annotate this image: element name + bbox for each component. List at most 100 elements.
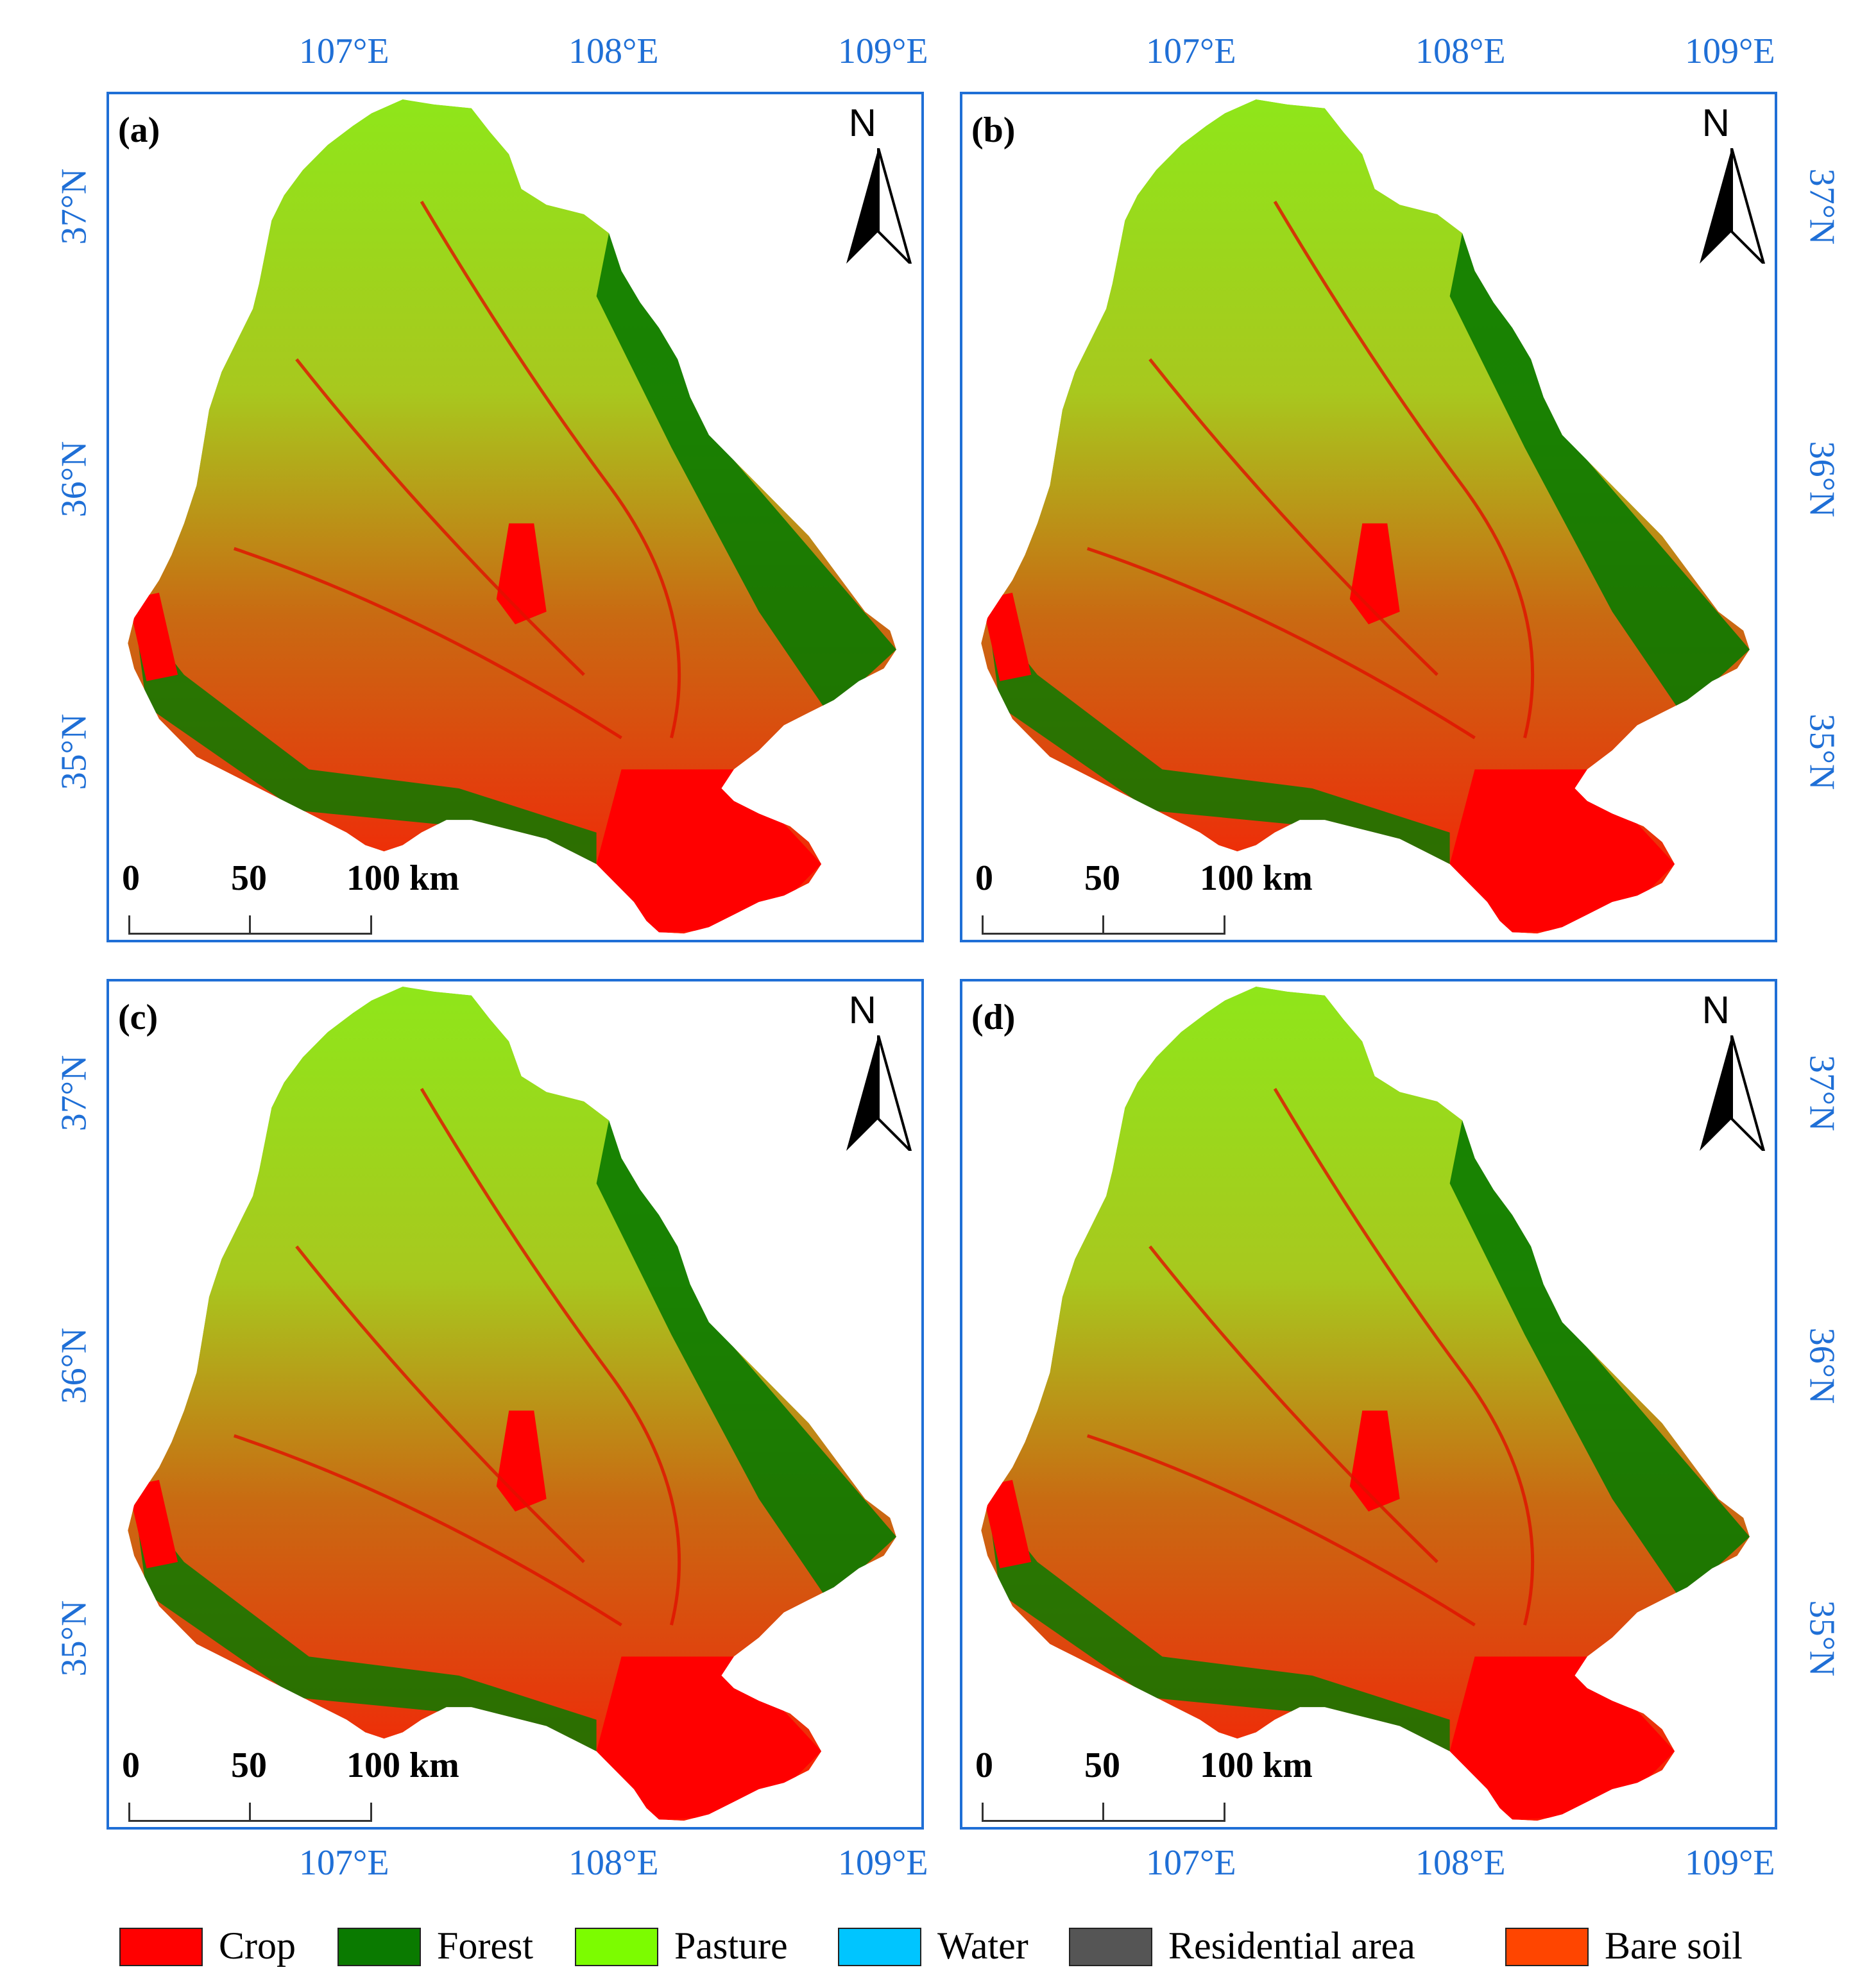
scale-label-50: 50 [231, 1746, 267, 1785]
crop-southeast [596, 769, 822, 934]
land-use-map [128, 99, 897, 934]
lat-label-left-a-35: 35°N [54, 713, 94, 790]
scale-bar: 0 50 100 km [975, 858, 1367, 935]
forest-southwest [987, 1499, 1450, 1751]
river-line-1 [1086, 547, 1476, 740]
panel-label: (d) [971, 998, 1016, 1037]
scale-label-100: 100 km [346, 858, 459, 898]
scale-label-100: 100 km [1200, 1746, 1313, 1785]
land-use-map [128, 986, 897, 1821]
crop-southeast [596, 1656, 822, 1821]
lon-label-top-a-109: 109°E [838, 31, 928, 71]
north-arrow-icon [846, 1035, 912, 1151]
river-line-0 [1273, 1087, 1535, 1626]
river-line-2 [295, 1245, 585, 1563]
forest-east [596, 1120, 897, 1600]
lon-label-top-b-108: 108°E [1415, 31, 1506, 71]
scale-mid-tick [1102, 915, 1104, 935]
basin-area [128, 99, 896, 934]
legend-swatch-crop [119, 1928, 203, 1966]
scale-label-100: 100 km [1200, 858, 1313, 898]
lat-label-right-d-37: 37°N [1802, 1055, 1842, 1132]
crop-west [128, 1480, 178, 1568]
lat-label-left-a-37: 37°N [54, 168, 94, 245]
north-label: N [1702, 989, 1730, 1032]
lon-label-bottom-d-107: 107°E [1146, 1843, 1236, 1883]
lat-label-right-d-35: 35°N [1802, 1600, 1842, 1677]
land-cover-layer [981, 986, 1750, 1821]
river-line-2 [295, 358, 585, 676]
land-cover-layer [128, 986, 897, 1821]
lat-label-left-c-37: 37°N [54, 1055, 94, 1132]
legend-label-pasture: Pasture [674, 1924, 788, 1967]
river-line-0 [420, 1087, 681, 1626]
land-use-map [981, 986, 1750, 1821]
legend-label-crop: Crop [219, 1924, 296, 1967]
basin-area [128, 986, 896, 1821]
forest-east [1449, 233, 1750, 713]
forest-southwest [133, 1499, 597, 1751]
lon-label-top-b-107: 107°E [1146, 31, 1236, 71]
scale-label-0: 0 [975, 1746, 993, 1785]
crop-west [981, 1480, 1032, 1568]
crop-southeast [1449, 1656, 1675, 1821]
legend-label-forest: Forest [437, 1924, 533, 1967]
panel-label: (b) [971, 110, 1016, 150]
north-arrow-icon [1700, 1035, 1766, 1151]
river-line-1 [233, 547, 622, 740]
scale-label-0: 0 [122, 858, 140, 898]
map-panel-b: (b) N 0 50 100 km [960, 92, 1777, 942]
crop-southeast [1449, 769, 1675, 934]
legend-swatch-pasture [575, 1928, 658, 1966]
scale-mid-tick [249, 915, 251, 935]
river-line-1 [233, 1434, 622, 1627]
river-line-0 [420, 200, 681, 738]
north-label: N [848, 989, 876, 1032]
legend-label-water: Water [937, 1924, 1028, 1967]
legend-swatch-bare-soil [1505, 1928, 1589, 1966]
lat-label-right-d-36: 36°N [1802, 1327, 1842, 1404]
lon-label-bottom-c-107: 107°E [299, 1843, 389, 1883]
legend-label-residential: Residential area [1168, 1924, 1415, 1967]
scale-label-50: 50 [231, 858, 267, 898]
basin-area [981, 986, 1750, 1821]
panel-label: (a) [118, 110, 160, 150]
forest-east [1449, 1120, 1750, 1600]
land-cover-layer [981, 99, 1750, 934]
map-panel-d: (d) N 0 50 100 km [960, 979, 1777, 1830]
north-arrow-icon [846, 148, 912, 264]
lat-label-left-c-35: 35°N [54, 1600, 94, 1677]
lon-label-bottom-d-108: 108°E [1415, 1843, 1506, 1883]
north-label: N [1702, 101, 1730, 144]
scale-label-100: 100 km [346, 1746, 459, 1785]
river-line-1 [1086, 1434, 1476, 1627]
crop-west [981, 593, 1032, 681]
scale-bar: 0 50 100 km [122, 1745, 513, 1822]
legend-swatch-forest [337, 1928, 421, 1966]
lat-label-right-b-35: 35°N [1802, 713, 1842, 790]
forest-southwest [987, 611, 1450, 864]
map-panel-a: (a) N 0 50 100 km [107, 92, 924, 942]
legend-swatch-residential [1069, 1928, 1152, 1966]
basin-area [981, 99, 1750, 934]
legend-label-bare-soil: Bare soil [1605, 1924, 1743, 1967]
lon-label-top-a-108: 108°E [568, 31, 659, 71]
lon-label-bottom-d-109: 109°E [1685, 1843, 1775, 1883]
legend: Crop Forest Pasture Water Residential ar… [119, 1921, 1775, 1973]
north-label: N [848, 101, 876, 144]
river-line-0 [1273, 200, 1535, 738]
lat-label-left-a-36: 36°N [54, 441, 94, 518]
lon-label-bottom-c-108: 108°E [568, 1843, 659, 1883]
land-use-map [981, 99, 1750, 934]
lat-label-left-c-36: 36°N [54, 1327, 94, 1404]
forest-southwest [133, 611, 597, 864]
lat-label-right-b-36: 36°N [1802, 441, 1842, 518]
river-line-2 [1148, 358, 1438, 676]
scale-label-0: 0 [975, 858, 993, 898]
map-panel-c: (c) N 0 50 100 km [107, 979, 924, 1830]
panel-label: (c) [118, 998, 158, 1037]
scale-bar: 0 50 100 km [975, 1745, 1367, 1822]
scale-label-0: 0 [122, 1746, 140, 1785]
lon-label-top-a-107: 107°E [299, 31, 389, 71]
lat-label-right-b-37: 37°N [1802, 168, 1842, 245]
